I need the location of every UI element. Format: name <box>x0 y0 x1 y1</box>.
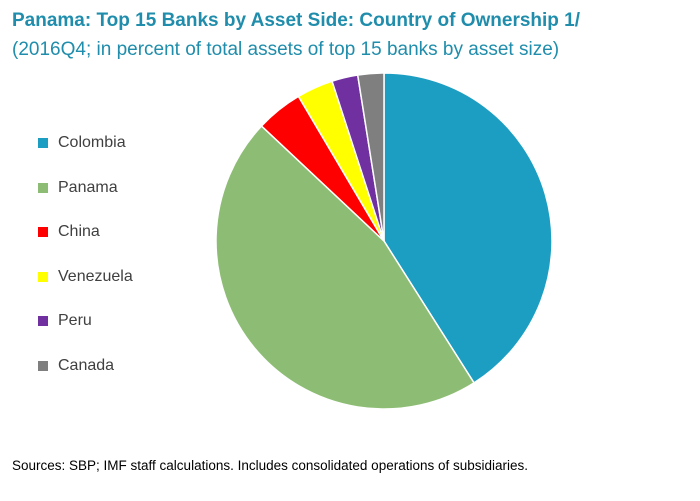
pie-slice-colombia <box>383 72 553 384</box>
source-note: Sources: SBP; IMF staff calculations. In… <box>12 458 529 473</box>
legend-item-panama: Panama <box>38 178 118 198</box>
pie-slice-panama <box>215 124 476 410</box>
legend-label: China <box>58 223 100 240</box>
chart-title: Panama: Top 15 Banks by Asset Side: Coun… <box>12 10 581 31</box>
legend-item-colombia: Colombia <box>38 133 126 153</box>
legend-label: Colombia <box>58 134 126 151</box>
chart-subtitle: (2016Q4; in percent of total assets of t… <box>12 39 560 60</box>
legend-label: Peru <box>58 312 92 329</box>
legend-label: Panama <box>58 178 118 196</box>
legend-label: Venezuela <box>58 267 133 285</box>
legend-swatch <box>38 227 48 237</box>
legend-item-venezuela: Venezuela <box>38 267 133 287</box>
legend-swatch <box>38 271 48 282</box>
pie-slice-canada <box>356 72 385 242</box>
legend-swatch <box>38 360 48 371</box>
legend-item-peru: Peru <box>38 311 92 331</box>
legend-item-canada: Canada <box>38 356 114 376</box>
legend-item-china: China <box>38 222 100 242</box>
legend-swatch <box>38 138 48 148</box>
legend-label: Canada <box>58 356 115 374</box>
legend-swatch <box>38 316 48 326</box>
legend-swatch <box>38 182 48 193</box>
